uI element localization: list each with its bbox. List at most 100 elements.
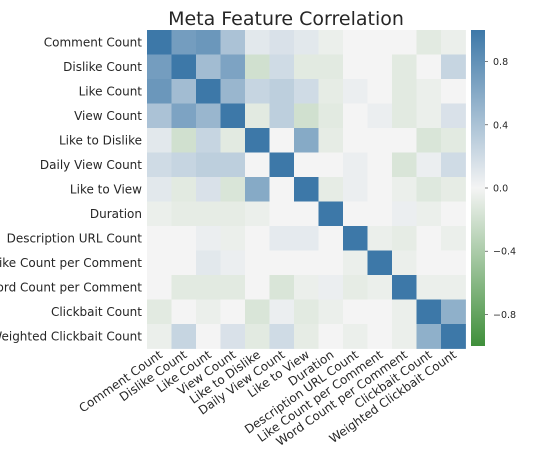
heatmap-cell [343, 128, 368, 153]
chart-title: Meta Feature Correlation [168, 8, 404, 30]
heatmap-cell [343, 201, 368, 227]
heatmap-cell [367, 250, 393, 276]
heatmap-cell [318, 128, 344, 153]
heatmap-cell [392, 103, 417, 129]
heatmap-cell [147, 275, 172, 300]
heatmap-cell [392, 324, 417, 349]
heatmap-cell [343, 30, 368, 55]
heatmap-cell [343, 54, 368, 80]
heatmap-cell [147, 250, 172, 276]
colorbar [471, 30, 485, 346]
y-tick-label: Description URL Count [7, 231, 143, 245]
heatmap-cell [441, 103, 466, 129]
heatmap-cell [220, 79, 246, 104]
colorbar-tick-label: 0.8 [493, 57, 508, 68]
y-tick-label: Dislike Count [63, 60, 142, 74]
y-tick-label: Like Count per Comment [0, 256, 142, 270]
heatmap-cell [343, 152, 368, 178]
heatmap-cell [367, 79, 393, 104]
heatmap-cell [147, 299, 172, 325]
heatmap-cell [269, 226, 295, 251]
heatmap-cell [441, 152, 466, 178]
heatmap-cell [245, 152, 270, 178]
heatmap-cell [171, 103, 197, 129]
heatmap-cell [196, 152, 221, 178]
heatmap-cell [416, 30, 442, 55]
heatmap-cell [392, 79, 417, 104]
heatmap-cell [294, 177, 319, 202]
heatmap-cell [196, 201, 221, 227]
heatmap-cell [220, 250, 246, 276]
heatmap-cell [171, 250, 197, 276]
heatmap-cell [196, 275, 221, 300]
heatmap-cell [171, 54, 197, 80]
heatmap-cell [269, 201, 295, 227]
heatmap-cell [220, 299, 246, 325]
y-tick-label: Daily View Count [40, 158, 142, 172]
heatmap-cell [269, 275, 295, 300]
colorbar-tick-label: 0.0 [493, 184, 508, 195]
heatmap-cell [220, 128, 246, 153]
heatmap-cell [171, 177, 197, 202]
heatmap-cell [294, 201, 319, 227]
heatmap-cell [392, 299, 417, 325]
heatmap-cell [441, 54, 466, 80]
heatmap-cell [294, 250, 319, 276]
y-tick-label: Like Count [79, 84, 143, 98]
heatmap-cell [245, 128, 270, 153]
heatmap-cell [294, 30, 319, 55]
heatmap-cell [269, 54, 295, 80]
heatmap-cell [343, 275, 368, 300]
heatmap-cell [343, 103, 368, 129]
heatmap-cell [294, 324, 319, 349]
y-tick-label: Like to View [70, 182, 142, 196]
heatmap-cell [441, 201, 466, 227]
heatmap-cell [318, 152, 344, 178]
heatmap-cell [416, 128, 442, 153]
heatmap-cell [220, 177, 246, 202]
heatmap-cell [269, 30, 295, 55]
heatmap-cell [294, 128, 319, 153]
heatmap-cell [294, 54, 319, 80]
heatmap-cell [196, 54, 221, 80]
heatmap-cell [392, 30, 417, 55]
heatmap-cell [294, 275, 319, 300]
heatmap-cell [392, 54, 417, 80]
y-axis-labels: Comment Count Dislike Count Like Count View… [0, 35, 142, 343]
heatmap-cell [294, 226, 319, 251]
heatmap-cell [171, 79, 197, 104]
heatmap-cell [147, 201, 172, 227]
heatmap-cell [171, 226, 197, 251]
heatmap-cell [220, 54, 246, 80]
heatmap-cell [367, 201, 393, 227]
heatmap-cell [196, 250, 221, 276]
heatmap-cell [220, 30, 246, 55]
heatmap-cell [416, 275, 442, 300]
heatmap-cell [220, 152, 246, 178]
heatmap-cell [294, 299, 319, 325]
heatmap-cell [441, 250, 466, 276]
heatmap-cell [343, 177, 368, 202]
heatmap-cell [245, 201, 270, 227]
heatmap-cell [196, 177, 221, 202]
heatmap-cell [318, 103, 344, 129]
heatmap-cell [196, 128, 221, 153]
heatmap-cell [171, 152, 197, 178]
y-tick-label: View Count [74, 109, 142, 123]
heatmap-cell [416, 324, 442, 349]
heatmap-cell [171, 128, 197, 153]
heatmap-cell [318, 30, 344, 55]
heatmap-cell [441, 275, 466, 300]
heatmap-cells [147, 30, 466, 349]
heatmap-cell [245, 275, 270, 300]
heatmap-cell [343, 79, 368, 104]
heatmap-cell [220, 324, 246, 349]
heatmap-cell [343, 226, 368, 251]
colorbar-tick-label: −0.4 [493, 247, 516, 258]
heatmap-cell [171, 299, 197, 325]
heatmap-cell [318, 79, 344, 104]
heatmap-cell [416, 177, 442, 202]
heatmap-cell [318, 201, 344, 227]
heatmap-cell [220, 103, 246, 129]
heatmap-cell [441, 177, 466, 202]
